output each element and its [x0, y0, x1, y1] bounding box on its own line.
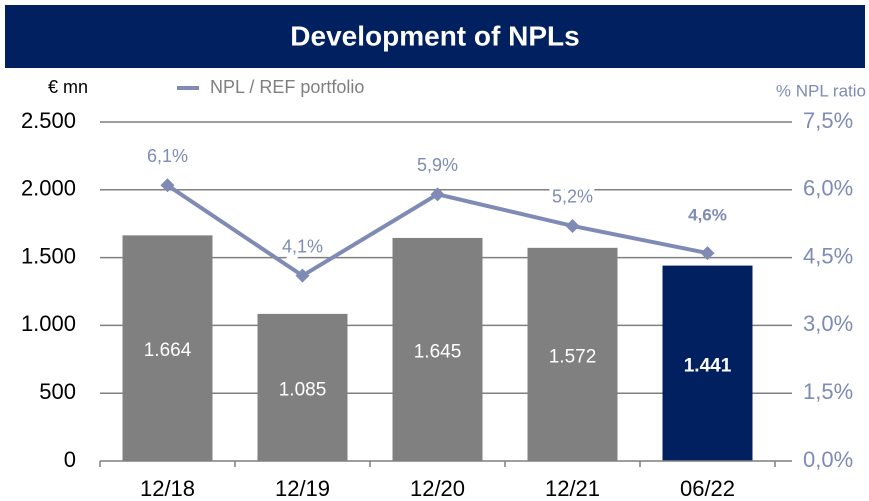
bar-label: 1.441 — [684, 355, 732, 376]
y2-tick-label: 6,0% — [803, 176, 853, 201]
y2-tick-label: 7,5% — [803, 108, 853, 133]
y2-tick-label: 0,0% — [803, 447, 853, 472]
line-point — [295, 268, 310, 283]
bar-label: 1.572 — [549, 346, 597, 367]
bar — [257, 313, 348, 461]
y2-axis-label: % NPL ratio — [776, 81, 866, 100]
x-tick-label: 12/21 — [545, 476, 600, 501]
line-label: 4,6% — [688, 206, 727, 225]
bar-label: 1.645 — [414, 341, 462, 362]
y-tick-label: 1.000 — [21, 311, 76, 336]
bar — [392, 237, 483, 461]
x-tick-label: 06/22 — [680, 476, 735, 501]
y-axis-label: € mn — [48, 77, 88, 97]
line-label: 5,2% — [552, 187, 593, 207]
line-label: 4,1% — [282, 236, 323, 256]
x-tick-label: 12/19 — [275, 476, 330, 501]
bar-label: 1.664 — [144, 340, 192, 361]
bar — [122, 235, 213, 461]
x-tick-label: 12/20 — [410, 476, 465, 501]
y-tick-label: 1.500 — [21, 243, 76, 268]
y2-tick-label: 4,5% — [803, 243, 853, 268]
bar — [527, 247, 618, 461]
line-point — [430, 187, 445, 202]
line-label: 5,9% — [417, 155, 458, 175]
y-tick-label: 0 — [64, 447, 76, 472]
legend-label: NPL / REF portfolio — [210, 77, 364, 97]
line-point — [700, 246, 715, 261]
y-tick-label: 2.000 — [21, 176, 76, 201]
x-tick-label: 12/18 — [140, 476, 195, 501]
line-label: 6,1% — [147, 146, 188, 166]
line-point — [565, 218, 580, 233]
bar-label: 1.085 — [279, 379, 327, 400]
bar — [662, 265, 753, 461]
chart-title: Development of NPLs — [290, 20, 579, 51]
y2-tick-label: 3,0% — [803, 311, 853, 336]
y2-tick-label: 1,5% — [803, 379, 853, 404]
y-tick-label: 500 — [39, 379, 76, 404]
y-tick-label: 2.500 — [21, 108, 76, 133]
line-point — [160, 178, 175, 193]
title-banner — [5, 5, 865, 68]
